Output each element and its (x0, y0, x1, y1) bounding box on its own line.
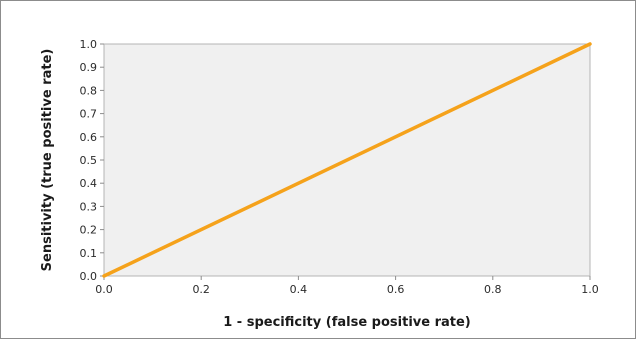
y-tick-label: 0.1 (80, 247, 98, 260)
x-tick-label: 0.4 (290, 283, 308, 296)
y-tick-label: 0.8 (80, 84, 98, 97)
x-tick-label: 0.8 (484, 283, 502, 296)
x-axis-ticks: 0.0 0.2 0.4 0.6 0.8 1.0 (95, 276, 599, 296)
y-tick-label: 0.5 (80, 154, 98, 167)
x-axis-title: 1 - specificity (false positive rate) (223, 315, 471, 330)
y-tick-label: 0.7 (80, 108, 98, 121)
y-tick-label: 0.6 (80, 131, 98, 144)
x-tick-label: 0.6 (387, 283, 405, 296)
x-tick-label: 0.0 (95, 283, 113, 296)
y-tick-label: 0.3 (80, 200, 98, 213)
y-tick-label: 0.2 (80, 224, 98, 237)
x-tick-label: 0.2 (192, 283, 210, 296)
series-line (102, 42, 592, 278)
y-axis-ticks: 0.0 0.1 0.2 0.3 0.4 0.5 0.6 0.7 0.8 0.9 1.0 (80, 38, 104, 283)
series-layer (102, 42, 592, 278)
y-tick-label: 0.0 (80, 270, 98, 283)
y-tick-label: 1.0 (80, 38, 98, 51)
y-axis-title: Sensitivity (true positive rate) (40, 49, 55, 272)
y-tick-label: 0.4 (80, 177, 98, 190)
x-tick-label: 1.0 (581, 283, 599, 296)
y-tick-label: 0.9 (80, 61, 98, 74)
